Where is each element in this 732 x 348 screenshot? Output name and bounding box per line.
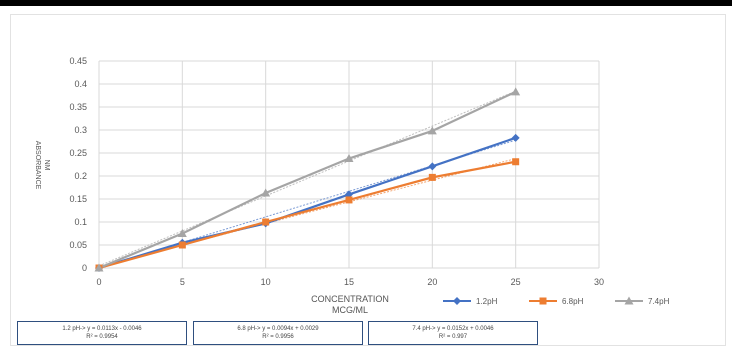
legend-label: 6.8pH	[562, 297, 584, 306]
x-tick-label: 15	[344, 277, 354, 287]
y-tick-label: 0.2	[74, 171, 87, 181]
trendline-7.4pH	[99, 91, 516, 266]
data-point-6.8pH	[179, 242, 186, 249]
y-tick-label: 0.05	[69, 240, 87, 250]
legend-marker-1.2pH	[453, 297, 461, 305]
x-tick-label: 20	[427, 277, 437, 287]
data-point-6.8pH	[262, 219, 269, 226]
x-tick-label: 10	[261, 277, 271, 287]
equation-box-6.8ph: 6.8 pH-> y = 0.0094x + 0.0029 R² = 0.995…	[193, 321, 363, 345]
equation-box-7.4ph: 7.4 pH-> y = 0.0152x + 0.0046 R² = 0.997	[368, 321, 538, 345]
y-tick-label: 0.35	[69, 102, 87, 112]
y-tick-label: 0.3	[74, 125, 87, 135]
y-tick-label: 0.4	[74, 79, 87, 89]
equation-text: 7.4 pH-> y = 0.0152x + 0.0046	[369, 325, 537, 333]
series-lines	[99, 92, 516, 268]
series-line-7.4pH	[99, 92, 516, 268]
y-tick-label: 0.45	[69, 56, 87, 66]
data-point-6.8pH	[429, 174, 436, 181]
series-line-1.2pH	[99, 138, 516, 268]
x-tick-label: 0	[96, 277, 101, 287]
series-line-6.8pH	[99, 162, 516, 268]
y-tick-label: 0	[82, 263, 87, 273]
x-tick-label: 25	[511, 277, 521, 287]
r-squared-text: R² = 0.9956	[194, 333, 362, 341]
x-tick-label: 30	[594, 277, 604, 287]
y-axis-label-line1: ABSORBANCE	[34, 141, 41, 190]
y-tick-label: 0.1	[74, 217, 87, 227]
x-tick-label: 5	[180, 277, 185, 287]
x-axis-label-line1: CONCENTRATION	[311, 294, 389, 304]
data-point-1.2pH	[512, 134, 520, 142]
y-axis-label-line2: NM	[43, 160, 50, 171]
legend: 1.2pH 6.8pH 7.4pH	[443, 297, 670, 307]
y-tick-label: 0.25	[69, 148, 87, 158]
legend-label: 7.4pH	[648, 297, 670, 306]
x-axis-label-line2: MCG/ML	[332, 305, 368, 315]
y-tick-labels: 0 0.05 0.1 0.15 0.2 0.25 0.3 0.35 0.4 0.45	[69, 56, 87, 273]
r-squared-text: R² = 0.997	[369, 333, 537, 341]
equation-text: 1.2 pH-> y = 0.0113x - 0.0046	[18, 325, 186, 333]
legend-label: 1.2pH	[476, 297, 498, 306]
data-point-1.2pH	[428, 162, 436, 170]
equation-box-1.2ph: 1.2 pH-> y = 0.0113x - 0.0046 R² = 0.995…	[17, 321, 187, 345]
r-squared-text: R² = 0.9954	[18, 333, 186, 341]
equation-text: 6.8 pH-> y = 0.0094x + 0.0029	[194, 325, 362, 333]
x-tick-labels: 0 5 10 15 20 25 30	[96, 277, 604, 287]
legend-marker-6.8pH	[540, 298, 547, 305]
data-point-6.8pH	[346, 196, 353, 203]
y-tick-label: 0.15	[69, 194, 87, 204]
data-point-7.4pH	[511, 87, 520, 95]
data-point-6.8pH	[512, 158, 519, 165]
